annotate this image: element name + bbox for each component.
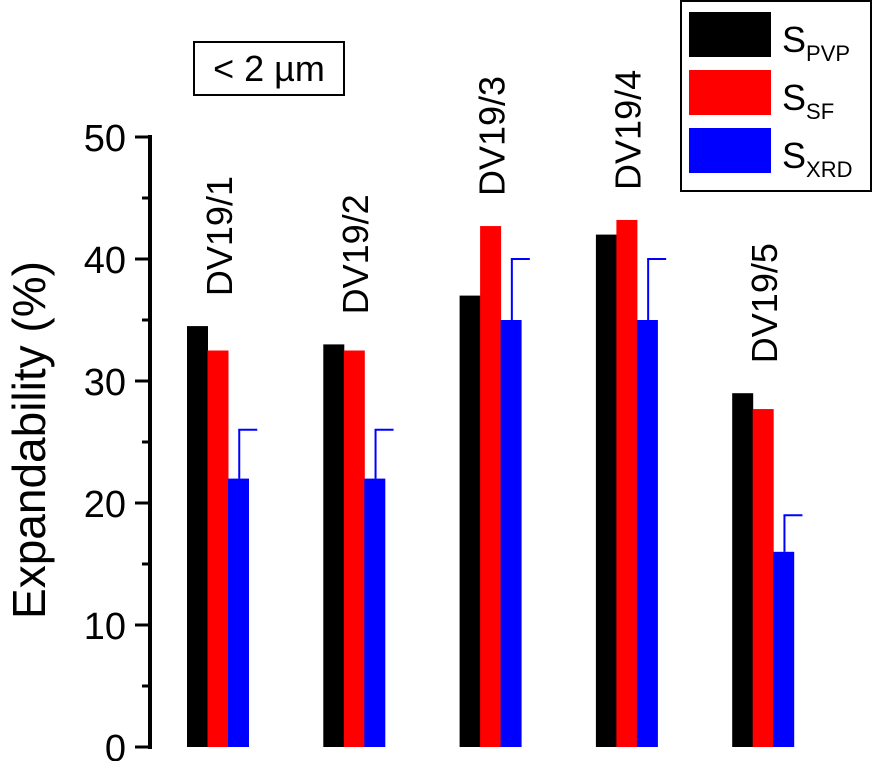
bar-sf xyxy=(480,226,502,747)
y-axis-label: Expandability (%) xyxy=(3,261,55,619)
bar-pvp xyxy=(732,393,754,747)
bar-sf xyxy=(752,409,774,747)
y-tick-label: 50 xyxy=(84,118,126,160)
y-axis: 0 10 20 30 40 50 xyxy=(84,118,152,766)
legend-swatch-pvp xyxy=(689,12,771,57)
size-annotation: < 2 µm xyxy=(193,41,345,96)
bar-sf xyxy=(616,219,638,747)
bar-xrd xyxy=(228,478,249,747)
legend-swatch-xrd xyxy=(689,128,771,173)
bar-sf xyxy=(343,350,365,747)
bar-xrd xyxy=(500,320,522,747)
y-tick-label: 40 xyxy=(84,240,126,282)
category-label: DV19/4 xyxy=(608,70,649,190)
bar-pvp xyxy=(323,344,345,747)
legend-swatch-sf xyxy=(689,70,771,115)
annotation-text: < 2 µm xyxy=(213,48,325,89)
category-label: DV19/3 xyxy=(471,76,512,196)
y-tick-label: 10 xyxy=(84,606,126,648)
category-label: DV19/2 xyxy=(335,194,376,314)
category-labels: DV19/1 DV19/2 DV19/3 DV19/4 DV19/5 xyxy=(199,70,785,363)
category-label: DV19/5 xyxy=(744,243,785,363)
bar-xrd xyxy=(636,320,658,747)
y-tick-label: 20 xyxy=(84,484,126,526)
bar-xrd xyxy=(364,478,386,747)
bar-sf xyxy=(207,350,229,747)
category-label: DV19/1 xyxy=(199,176,240,296)
bar-xrd xyxy=(773,551,795,747)
bars-layer xyxy=(187,219,803,748)
bar-pvp xyxy=(459,295,481,747)
y-tick-label: 30 xyxy=(84,362,126,404)
bar-pvp xyxy=(187,326,208,747)
y-tick-label: 0 xyxy=(105,728,126,761)
bar-pvp xyxy=(595,234,617,748)
